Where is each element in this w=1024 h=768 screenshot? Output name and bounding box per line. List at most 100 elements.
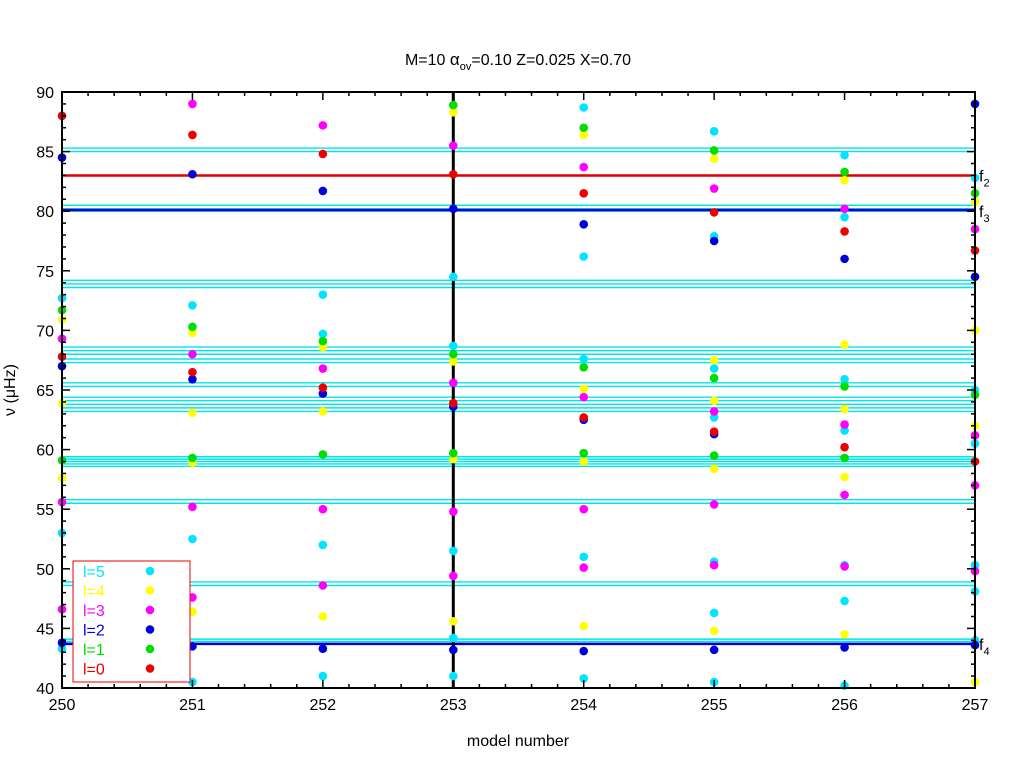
point-l5-10 (318, 671, 328, 681)
point-l3-22 (709, 560, 719, 570)
y-tick-label: 40 (36, 681, 54, 698)
point-l4-11 (448, 357, 458, 366)
point-l2-7 (318, 389, 328, 398)
point-l4-19 (709, 355, 719, 365)
x-axis-label: model number (467, 733, 570, 750)
point-l3-12 (448, 378, 458, 388)
point-l3-18 (579, 563, 589, 572)
point-l4-27 (840, 630, 849, 639)
line-label-f3: f3 (979, 204, 990, 225)
point-l1-13 (709, 373, 719, 383)
point-l5-23 (709, 364, 719, 373)
point-l3-15 (579, 162, 589, 172)
point-l2-12 (579, 220, 589, 229)
point-l3-16 (579, 392, 589, 402)
point-l5-30 (840, 374, 849, 384)
legend-marker-l1 (145, 644, 155, 654)
point-l1-15 (840, 167, 849, 177)
line-label-letter: f (979, 637, 984, 654)
point-l1-7 (448, 349, 458, 359)
y-tick-label: 80 (36, 204, 54, 221)
point-l4-23 (840, 175, 849, 185)
point-l4-8 (318, 407, 328, 416)
x-tick-label: 256 (831, 697, 858, 714)
point-l3-21 (709, 500, 719, 509)
y-tick-label: 75 (36, 264, 54, 281)
point-l2-15 (709, 236, 719, 246)
line-label-letter: f (979, 168, 984, 185)
point-l5-14 (448, 633, 458, 643)
point-l3-7 (318, 121, 328, 130)
line-label-f4: f4 (979, 637, 990, 658)
frequency-lines (62, 147, 975, 646)
point-l5-18 (579, 354, 589, 364)
point-l5-20 (579, 674, 589, 683)
point-l0-6 (448, 169, 458, 179)
point-l2-19 (840, 643, 849, 652)
axis-tick-labels: 250 251 252 253 254 255 256 257 40 45 50 55 60 65 70 75… (36, 85, 988, 714)
point-l0-9 (579, 413, 589, 422)
point-l4-16 (579, 457, 589, 466)
y-tick-label: 70 (36, 323, 54, 340)
point-l0-5 (318, 383, 328, 392)
point-l5-8 (318, 329, 328, 339)
legend-box (72, 560, 191, 683)
point-l5-7 (318, 290, 328, 299)
line-label-subscript: 2 (983, 177, 989, 189)
point-l4-15 (579, 384, 589, 394)
point-l3-9 (318, 504, 328, 514)
point-l1-3 (188, 453, 197, 463)
point-l0-13 (840, 442, 849, 452)
point-l5-11 (448, 272, 458, 282)
point-l4-12 (448, 454, 458, 464)
point-l3-19 (709, 184, 719, 193)
y-tick-label: 45 (36, 621, 54, 638)
line-label-subscript: 3 (983, 213, 989, 225)
point-l3-10 (318, 581, 328, 590)
point-l2-11 (448, 645, 458, 655)
point-l5-12 (448, 341, 458, 351)
point-l1-6 (448, 100, 458, 110)
point-l5-17 (579, 252, 589, 261)
plot-frame (61, 91, 976, 689)
point-l3-14 (448, 571, 458, 581)
chart-title-rest: =0.10 Z=0.025 X=0.70 (471, 52, 631, 69)
legend-marker-l4 (145, 586, 155, 595)
x-tick-label: 252 (310, 697, 337, 714)
point-l4-17 (579, 621, 589, 631)
y-axis-label: ν (μHz) (2, 364, 19, 416)
point-l3-17 (579, 504, 589, 514)
point-l2-4 (188, 374, 197, 384)
point-l0-2 (188, 130, 197, 140)
x-tick-label: 250 (49, 697, 76, 714)
legend-label-l5: l=5 (83, 564, 105, 581)
point-l5-9 (318, 540, 328, 550)
point-l1-9 (579, 123, 589, 133)
chart-title-prefix: M=10 (405, 52, 450, 69)
point-l0-7 (448, 398, 458, 408)
point-l3-25 (840, 490, 849, 500)
point-l3-5 (188, 502, 197, 512)
point-l4-9 (318, 612, 328, 621)
point-l3-11 (448, 141, 458, 150)
point-l5-13 (448, 546, 458, 556)
legend-marker-l3 (145, 605, 155, 615)
y-tick-label: 85 (36, 145, 54, 162)
x-tick-label: 254 (570, 697, 597, 714)
y-tick-label: 60 (36, 443, 54, 460)
point-l4-18 (709, 154, 719, 164)
legend-label-l0: l=0 (83, 662, 105, 679)
point-l1-4 (318, 336, 328, 346)
legend-marker-l2 (145, 625, 155, 634)
y-tick-label: 50 (36, 562, 54, 579)
point-l1-14 (709, 451, 719, 460)
point-l3-8 (318, 364, 328, 373)
point-l4-24 (840, 340, 849, 350)
point-l4-26 (840, 472, 849, 482)
point-l2-8 (318, 644, 328, 653)
legend-label-l2: l=2 (83, 623, 105, 640)
point-l3-23 (840, 204, 849, 214)
data-points (57, 99, 980, 690)
